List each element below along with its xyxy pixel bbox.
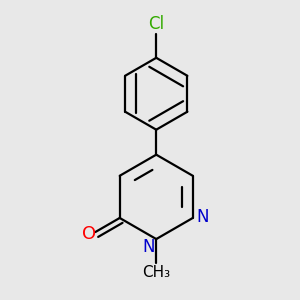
Text: CH₃: CH₃ xyxy=(142,265,170,280)
Text: N: N xyxy=(196,208,208,226)
Text: Cl: Cl xyxy=(148,15,164,33)
Text: N: N xyxy=(142,238,155,256)
Text: O: O xyxy=(82,225,96,243)
